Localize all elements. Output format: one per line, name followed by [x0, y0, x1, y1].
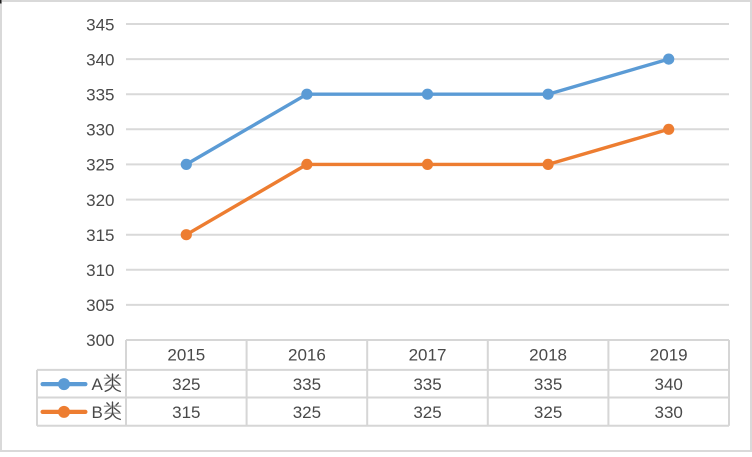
svg-text:325: 325 — [293, 403, 321, 422]
svg-text:325: 325 — [86, 156, 114, 175]
svg-text:335: 335 — [534, 375, 562, 394]
svg-text:335: 335 — [86, 86, 114, 105]
svg-text:315: 315 — [172, 403, 200, 422]
svg-text:340: 340 — [86, 50, 114, 69]
svg-text:325: 325 — [534, 403, 562, 422]
svg-text:B: B — [92, 403, 103, 422]
svg-text:325: 325 — [172, 375, 200, 394]
svg-text:340: 340 — [655, 375, 683, 394]
svg-text:2018: 2018 — [529, 346, 567, 365]
svg-text:A: A — [92, 375, 104, 394]
svg-text:305: 305 — [86, 296, 114, 315]
svg-text:335: 335 — [293, 375, 321, 394]
svg-text:335: 335 — [413, 375, 441, 394]
svg-text:300: 300 — [86, 331, 114, 350]
svg-text:315: 315 — [86, 226, 114, 245]
svg-text:2015: 2015 — [167, 346, 205, 365]
svg-text:310: 310 — [86, 261, 114, 280]
svg-text:2016: 2016 — [288, 346, 326, 365]
svg-text:320: 320 — [86, 191, 114, 210]
svg-text:330: 330 — [86, 121, 114, 140]
svg-text:325: 325 — [413, 403, 441, 422]
svg-text:330: 330 — [655, 403, 683, 422]
svg-text:2019: 2019 — [650, 346, 688, 365]
svg-text:345: 345 — [86, 15, 114, 34]
svg-text:2017: 2017 — [409, 346, 447, 365]
